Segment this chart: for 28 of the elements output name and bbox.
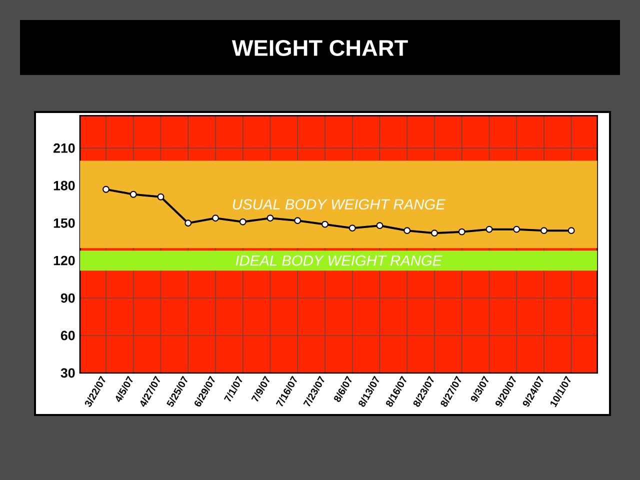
point [513,226,520,233]
point [568,227,575,234]
y-tick-label: 120 [54,256,75,266]
point [348,224,356,232]
point [540,227,548,234]
point [404,227,411,234]
point [294,217,302,224]
band-label: USUAL BODY WEIGHT RANGE [233,199,446,210]
y-tick-label: 30 [60,368,75,378]
point [130,190,137,198]
band-label: IDEAL BODY WEIGHT RANGE [236,255,442,266]
point [266,214,274,222]
point [431,230,438,237]
point [184,220,192,227]
point [322,220,328,228]
y-tick-label: 180 [54,180,75,190]
y-tick-label: 60 [60,330,75,340]
point [212,214,219,222]
point [157,193,164,200]
y-tick-label: 90 [60,293,75,303]
point [239,218,246,226]
y-tick-label: 150 [54,218,75,228]
point [102,186,110,193]
point [376,222,384,230]
chart-title: WEIGHT CHART [232,40,408,56]
y-tick-label: 210 [54,143,75,153]
point [458,228,466,236]
point [486,226,493,233]
